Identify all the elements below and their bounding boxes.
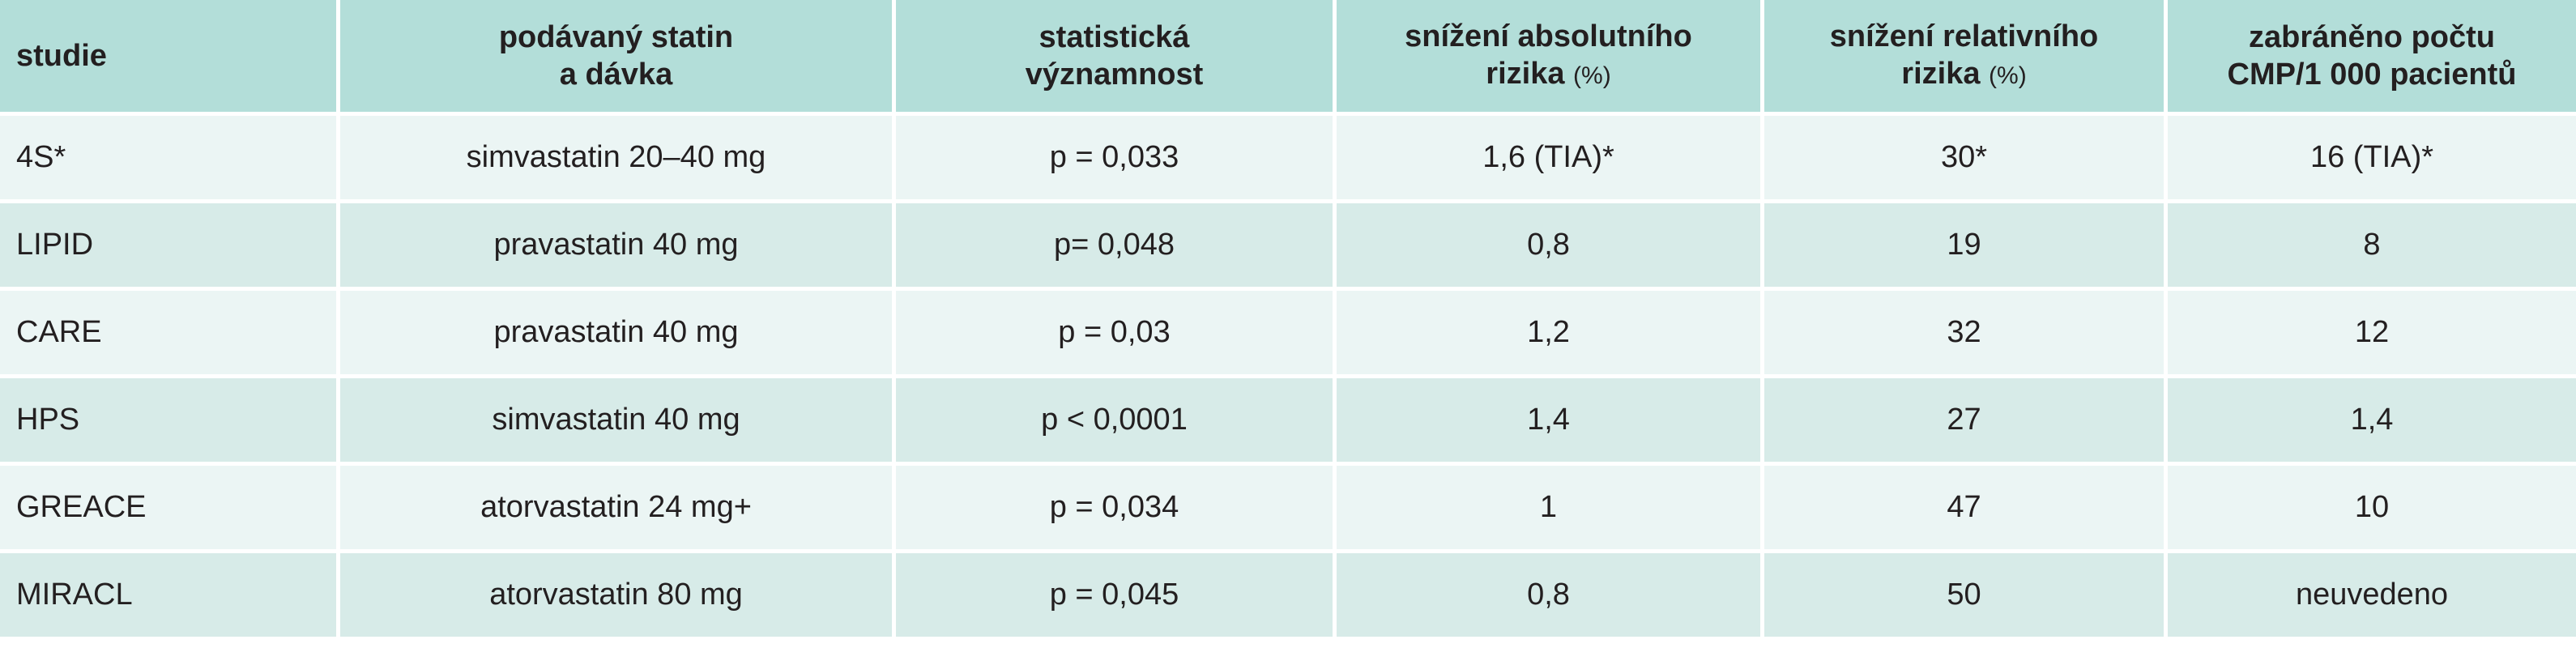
cell-study: LIPID [0, 203, 340, 291]
header-absolute-risk: snížení absolutního rizika (%) [1337, 0, 1764, 116]
header-prevented-strokes-line1: zabráněno počtu [2248, 20, 2496, 54]
header-prevented-strokes-line2: CMP/1 000 pacientů [2227, 58, 2517, 92]
table-body: 4S* simvastatin 20–40 mg p = 0,033 1,6 (… [0, 116, 2576, 641]
header-absolute-risk-unit: (%) [1573, 62, 1611, 89]
cell-absolute-risk: 1,6 (TIA)* [1337, 116, 1764, 203]
cell-absolute-risk: 1,4 [1337, 378, 1764, 466]
cell-absolute-risk: 0,8 [1337, 203, 1764, 291]
cell-statin-dose: pravastatin 40 mg [340, 291, 896, 378]
cell-statin-dose: pravastatin 40 mg [340, 203, 896, 291]
header-statin-dose-line2: a dávka [559, 58, 673, 92]
cell-relative-risk: 50 [1764, 553, 2168, 641]
cell-study: MIRACL [0, 553, 340, 641]
cell-absolute-risk: 0,8 [1337, 553, 1764, 641]
header-relative-risk-line2: rizika [1901, 56, 1981, 91]
cell-statin-dose: simvastatin 20–40 mg [340, 116, 896, 203]
cell-study: CARE [0, 291, 340, 378]
cell-significance: p = 0,033 [896, 116, 1337, 203]
header-relative-risk-unit: (%) [1989, 62, 2027, 89]
header-row: studie podávaný statin a dávka statistic… [0, 0, 2576, 116]
cell-study: 4S* [0, 116, 340, 203]
cell-significance: p < 0,0001 [896, 378, 1337, 466]
cell-absolute-risk: 1 [1337, 466, 1764, 553]
cell-relative-risk: 27 [1764, 378, 2168, 466]
cell-relative-risk: 47 [1764, 466, 2168, 553]
cell-relative-risk: 30* [1764, 116, 2168, 203]
header-relative-risk: snížení relativního rizika (%) [1764, 0, 2168, 116]
table-header: studie podávaný statin a dávka statistic… [0, 0, 2576, 116]
cell-relative-risk: 19 [1764, 203, 2168, 291]
table-row: CARE pravastatin 40 mg p = 0,03 1,2 32 1… [0, 291, 2576, 378]
cell-prevented-strokes: 10 [2168, 466, 2576, 553]
header-significance-line2: významnost [1025, 58, 1204, 92]
cell-statin-dose: simvastatin 40 mg [340, 378, 896, 466]
cell-statin-dose: atorvastatin 80 mg [340, 553, 896, 641]
table-row: MIRACL atorvastatin 80 mg p = 0,045 0,8 … [0, 553, 2576, 641]
header-statin-dose-line1: podávaný statin [498, 20, 734, 54]
cell-significance: p= 0,048 [896, 203, 1337, 291]
cell-study: GREACE [0, 466, 340, 553]
cell-significance: p = 0,045 [896, 553, 1337, 641]
header-study: studie [0, 0, 340, 116]
header-study-text: studie [16, 39, 107, 73]
header-absolute-risk-line1: snížení absolutního [1405, 19, 1692, 53]
cell-relative-risk: 32 [1764, 291, 2168, 378]
header-absolute-risk-line2: rizika [1486, 56, 1565, 91]
cell-statin-dose: atorvastatin 24 mg+ [340, 466, 896, 553]
cell-prevented-strokes: neuvedeno [2168, 553, 2576, 641]
table-row: GREACE atorvastatin 24 mg+ p = 0,034 1 4… [0, 466, 2576, 553]
cell-prevented-strokes: 1,4 [2168, 378, 2576, 466]
cell-prevented-strokes: 16 (TIA)* [2168, 116, 2576, 203]
header-significance-line1: statistická [1039, 20, 1190, 54]
header-statin-dose: podávaný statin a dávka [340, 0, 896, 116]
header-significance: statistická významnost [896, 0, 1337, 116]
table-row: 4S* simvastatin 20–40 mg p = 0,033 1,6 (… [0, 116, 2576, 203]
cell-study: HPS [0, 378, 340, 466]
cell-significance: p = 0,034 [896, 466, 1337, 553]
header-prevented-strokes: zabráněno počtu CMP/1 000 pacientů [2168, 0, 2576, 116]
cell-significance: p = 0,03 [896, 291, 1337, 378]
table-row: LIPID pravastatin 40 mg p= 0,048 0,8 19 … [0, 203, 2576, 291]
cell-absolute-risk: 1,2 [1337, 291, 1764, 378]
header-relative-risk-line1: snížení relativního [1829, 19, 2099, 53]
table-row: HPS simvastatin 40 mg p < 0,0001 1,4 27 … [0, 378, 2576, 466]
cell-prevented-strokes: 12 [2168, 291, 2576, 378]
cell-prevented-strokes: 8 [2168, 203, 2576, 291]
